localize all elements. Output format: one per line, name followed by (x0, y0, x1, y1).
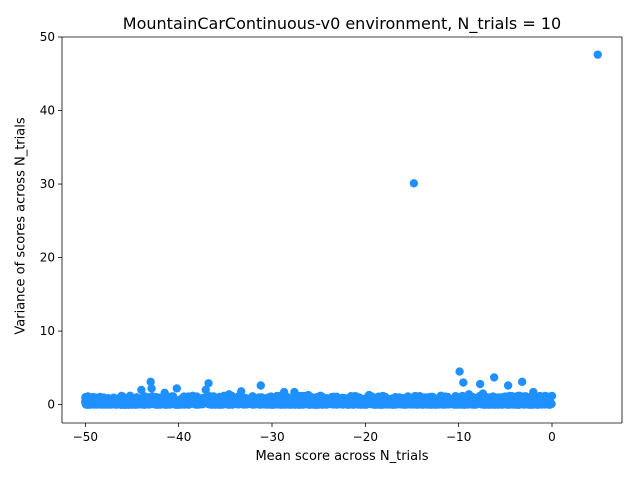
data-point (538, 400, 547, 409)
data-point (446, 398, 456, 407)
data-point (464, 398, 474, 407)
data-point (147, 384, 156, 393)
data-point (125, 391, 135, 400)
data-point (456, 399, 465, 408)
y-tick-label: 10 (40, 324, 55, 338)
data-point (302, 398, 311, 407)
x-tick-label: −50 (73, 430, 98, 444)
data-point (160, 388, 169, 398)
data-point (529, 387, 538, 397)
data-point (316, 391, 325, 400)
data-point (503, 381, 513, 390)
data-point (483, 395, 492, 405)
data-point (295, 400, 304, 409)
data-point (424, 400, 434, 409)
data-point (224, 399, 234, 408)
data-point (394, 394, 404, 403)
data-points (81, 50, 602, 409)
data-point (381, 400, 391, 409)
data-point (188, 391, 197, 400)
data-point (102, 400, 111, 409)
data-point (525, 400, 534, 409)
data-point (249, 399, 258, 408)
data-point (89, 394, 99, 404)
data-point (475, 379, 485, 389)
data-point (406, 394, 416, 403)
data-point (204, 379, 213, 388)
y-tick-label: 30 (40, 177, 55, 191)
data-point (224, 390, 234, 399)
data-point (247, 392, 257, 402)
data-point (370, 400, 379, 409)
data-point (146, 377, 155, 387)
y-tick-label: 20 (40, 251, 55, 265)
data-point (172, 384, 181, 393)
data-point (489, 373, 499, 382)
data-point (478, 389, 488, 398)
data-point (510, 400, 520, 409)
data-point (290, 387, 299, 397)
x-tick-label: −10 (446, 430, 471, 444)
data-point (364, 390, 374, 400)
y-axis-label: Variance of scores across N_trials (13, 117, 29, 335)
y-tick-label: 50 (40, 30, 55, 44)
data-point (438, 400, 447, 409)
data-point (137, 385, 146, 395)
data-point (409, 179, 419, 188)
data-point (160, 396, 170, 405)
data-point (516, 392, 526, 401)
chart-title: MountainCarContinuous-v0 environment, N_… (122, 14, 562, 33)
data-point (455, 367, 464, 376)
data-point (464, 390, 474, 399)
data-point (459, 378, 468, 387)
data-point (151, 398, 161, 408)
data-point (124, 398, 134, 407)
x-tick-label: −30 (259, 430, 284, 444)
data-point (111, 395, 120, 404)
data-point (272, 392, 281, 401)
x-tick-label: 0 (548, 430, 556, 444)
data-point (547, 399, 556, 409)
data-point (505, 391, 515, 401)
x-axis-label: Mean score across N_trials (255, 449, 429, 464)
data-point (174, 399, 183, 408)
data-point (201, 385, 210, 395)
data-point (240, 400, 249, 409)
data-point (342, 394, 351, 403)
data-point (593, 50, 602, 59)
data-point (304, 390, 313, 400)
y-tick-label: 40 (40, 104, 55, 118)
data-point (495, 399, 505, 409)
x-tick-label: −20 (353, 430, 378, 444)
data-point (322, 396, 331, 405)
data-point (211, 397, 221, 407)
x-tick-label: −40 (166, 430, 191, 444)
data-point (237, 387, 246, 396)
data-point (262, 398, 271, 407)
data-point (388, 397, 397, 406)
data-point (279, 387, 289, 397)
data-point (131, 400, 140, 409)
y-tick-label: 0 (47, 398, 55, 412)
data-point (256, 381, 265, 390)
data-point (517, 377, 527, 387)
data-point (414, 399, 424, 408)
data-point (436, 391, 446, 400)
data-point (279, 396, 288, 405)
data-point (329, 399, 338, 409)
data-point (141, 396, 150, 406)
axes: −50 −40 −30 −20 −10 0 0 10 20 30 40 50 (40, 30, 623, 444)
